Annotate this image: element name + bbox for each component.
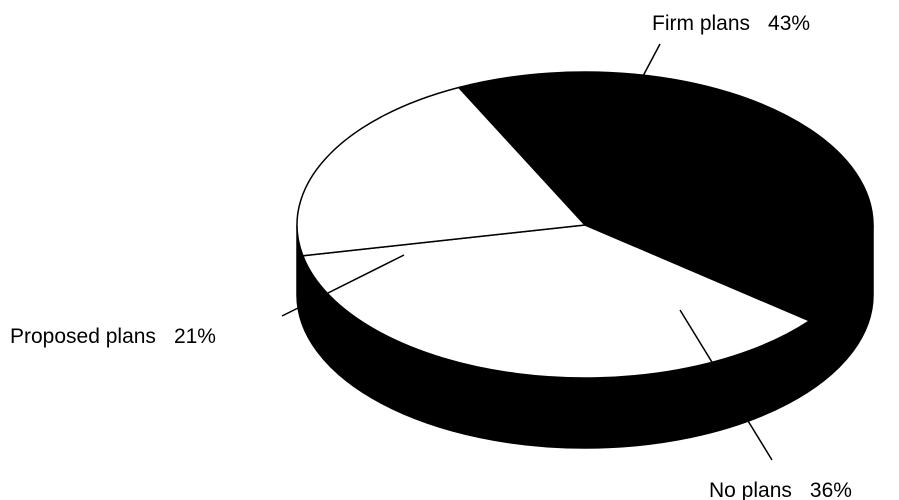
- leader-line-firm-plans: [624, 43, 661, 111]
- pie-slice-proposed-plans: [296, 86, 586, 257]
- pie-slice-firm-plans: [457, 71, 874, 322]
- leader-line-proposed-plans: [281, 254, 405, 317]
- pie-slice-no-plans: [302, 224, 811, 379]
- leader-line-no-plans: [679, 309, 773, 461]
- pie-leader-lines: [281, 43, 773, 461]
- pie-slices: [296, 71, 874, 379]
- slice-label-no-plans: No plans 36%: [709, 479, 852, 500]
- slice-label-proposed-plans: Proposed plans 21%: [10, 325, 216, 348]
- slice-label-firm-plans: Firm plans 43%: [652, 12, 810, 35]
